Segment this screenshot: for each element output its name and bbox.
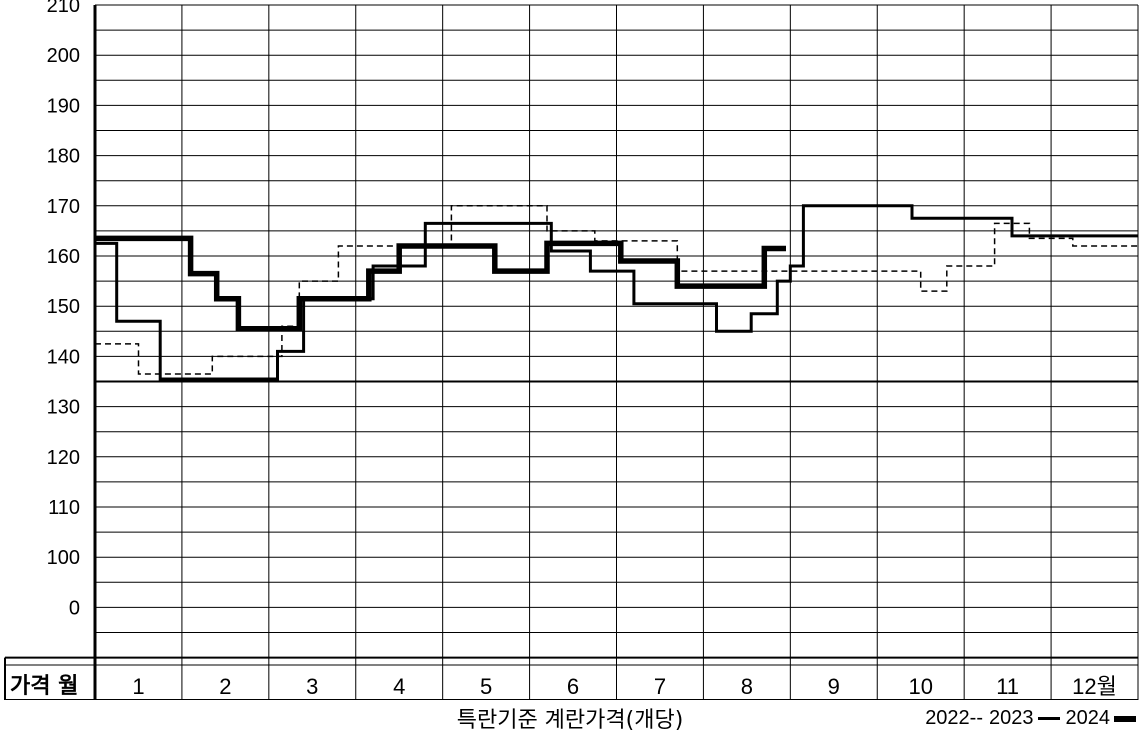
series-line-2024 [95, 235, 786, 332]
y-tick-label: 210 [47, 0, 80, 17]
month-label: 11 [996, 674, 1019, 699]
y-tick-label: 0 [69, 597, 80, 619]
y-tick-label: 190 [47, 95, 80, 117]
y-tick-label: 170 [47, 196, 80, 218]
series-lines [95, 204, 1138, 381]
month-label: 8 [741, 674, 753, 699]
y-tick-label: 150 [47, 296, 80, 318]
month-label: 2 [219, 674, 231, 699]
y-tick-label: 110 [48, 497, 80, 519]
y-axis-ticks: 210 200 190 180 170 160 150 140 130 120 110 100 0 [47, 0, 80, 619]
legend-label-2023: 2023 [989, 707, 1034, 729]
month-label: 7 [654, 674, 666, 699]
y-tick-label: 180 [47, 146, 80, 168]
y-tick-label: 160 [47, 246, 80, 268]
month-label: 6 [567, 674, 579, 699]
grid-lines [4, 4, 1139, 700]
y-tick-label: 120 [47, 447, 80, 469]
month-label: 1 [132, 674, 144, 699]
x-axis-title: 특란기준 계란가격(개당) [456, 708, 684, 733]
legend-swatch-2023 [1037, 717, 1060, 720]
legend-swatch-2024 [1114, 715, 1136, 722]
legend-item-2022: 2022-- [925, 707, 983, 730]
legend: 2022-- 2023 2024 [925, 707, 1136, 730]
month-label: 12월 [1072, 674, 1117, 699]
legend-item-2024: 2024 [1065, 707, 1136, 730]
series-line-2023 [95, 204, 1138, 381]
month-label: 9 [828, 674, 840, 699]
corner-label: 가격 월 [10, 674, 78, 699]
month-labels: 1 2 3 4 5 6 7 8 9 10 11 12월 [132, 674, 1117, 699]
y-tick-label: 200 [47, 45, 80, 67]
y-tick-label: 100 [47, 547, 80, 569]
y-tick-label: 130 [47, 397, 80, 419]
legend-item-2023: 2023 [989, 707, 1060, 730]
y-tick-label: 140 [47, 346, 80, 368]
legend-label-2022: 2022-- [925, 707, 983, 729]
month-label: 5 [480, 674, 492, 699]
legend-label-2024: 2024 [1065, 707, 1111, 729]
month-label: 3 [306, 674, 318, 699]
month-label: 10 [908, 674, 932, 699]
month-label: 4 [393, 674, 405, 699]
series-line-2022 [95, 205, 1138, 375]
